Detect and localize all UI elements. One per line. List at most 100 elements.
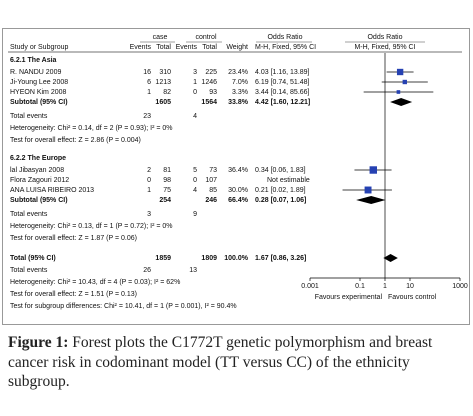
study-weight: 3.3% — [232, 89, 248, 96]
overall-effect: Test for overall effect: Z = 1.87 (P = 0… — [10, 235, 137, 242]
study-events: 3 — [193, 69, 197, 76]
study-total: 81 — [163, 167, 171, 174]
col-weight: Weight — [226, 44, 248, 51]
study-total: 82 — [163, 89, 171, 96]
study-square — [402, 79, 407, 85]
overall-effect: Test for overall effect: Z = 1.51 (P = 0… — [10, 291, 137, 298]
study-square — [396, 90, 401, 94]
study-square — [369, 166, 378, 174]
col-study: Study or Subgroup — [10, 44, 68, 51]
tick-label: 0.1 — [355, 283, 365, 290]
study-total: 225 — [205, 69, 217, 76]
study-name: Ji-Young Lee 2008 — [10, 79, 68, 86]
study-square — [364, 186, 372, 194]
col-method: M-H, Fixed, 95% CI — [354, 44, 415, 51]
header-case: case — [153, 34, 168, 41]
axis-left-label: Favours experimental — [315, 294, 383, 301]
tick-label: 0.001 — [301, 283, 319, 290]
events-label: Total events — [10, 267, 48, 274]
forest-plot: case control Odds Ratio Odds Ratio Study or … — [2, 28, 470, 325]
study-events: 5 — [193, 167, 197, 174]
caption-label: Figure 1: — [8, 334, 69, 351]
study-ci: 6.19 [0.74, 51.48] — [255, 79, 310, 86]
study-events: 0 — [193, 177, 197, 184]
col-method: M-H, Fixed, 95% CI — [255, 44, 316, 51]
events-control: 13 — [189, 267, 197, 274]
figure-frame — [2, 28, 470, 325]
summary-total: 1605 — [155, 99, 171, 106]
study-ci: 4.03 [1.16, 13.89] — [255, 69, 310, 76]
summary-total: 254 — [159, 197, 171, 204]
study-events: 6 — [147, 79, 151, 86]
events-label: Total events — [10, 113, 48, 120]
tick-label: 10 — [406, 283, 414, 290]
study-total: 107 — [205, 177, 217, 184]
study-ci: 0.34 [0.06, 1.83] — [255, 167, 306, 174]
events-control: 4 — [193, 113, 197, 120]
study-events: 4 — [193, 187, 197, 194]
study-total: 93 — [209, 89, 217, 96]
summary-ci: 1.67 [0.86, 3.26] — [255, 255, 306, 262]
subgroup-differences: Test for subgroup differences: Chi² = 10… — [10, 303, 237, 310]
study-total: 310 — [159, 69, 171, 76]
col-total: Total — [156, 44, 171, 51]
heterogeneity: Heterogeneity: Chi² = 10.43, df = 4 (P =… — [10, 279, 180, 286]
axis-right-label: Favours control — [388, 294, 437, 301]
study-ci: Not estimable — [267, 177, 310, 184]
events-case: 23 — [143, 113, 151, 120]
summary-weight: 66.4% — [228, 197, 249, 204]
summary-label: Subtotal (95% CI) — [10, 197, 68, 204]
group-title: 6.2.2 The Europe — [10, 155, 66, 162]
header-or-plot: Odds Ratio — [367, 34, 402, 41]
summary-diamond — [390, 98, 413, 106]
summary-weight: 100.0% — [224, 255, 249, 262]
summary-total: 1809 — [201, 255, 217, 262]
study-weight: 23.4% — [228, 69, 248, 76]
tick-label: 1 — [383, 283, 387, 290]
group-title: 6.2.1 The Asia — [10, 57, 57, 64]
col-events: Events — [130, 44, 152, 51]
study-total: 98 — [163, 177, 171, 184]
study-total: 1246 — [201, 79, 217, 86]
study-events: 1 — [147, 89, 151, 96]
col-events: Events — [176, 44, 198, 51]
study-name: Flora Zagouri 2012 — [10, 177, 69, 184]
events-control: 9 — [193, 211, 197, 218]
study-events: 0 — [193, 89, 197, 96]
tick-label: 1000 — [452, 283, 468, 290]
study-name: R. NANDU 2009 — [10, 69, 61, 76]
summary-total: 1859 — [155, 255, 171, 262]
study-events: 0 — [147, 177, 151, 184]
study-total: 85 — [209, 187, 217, 194]
caption: Figure 1: Forest plots the C1772T geneti… — [8, 333, 466, 392]
summary-label: Subtotal (95% CI) — [10, 99, 68, 106]
study-name: HYEON Kim 2008 — [10, 89, 67, 96]
study-weight: 30.0% — [228, 187, 248, 194]
heterogeneity: Heterogeneity: Chi² = 0.14, df = 2 (P = … — [10, 125, 173, 132]
events-case: 3 — [147, 211, 151, 218]
summary-ci: 0.28 [0.07, 1.06] — [255, 197, 306, 204]
events-label: Total events — [10, 211, 48, 218]
study-events: 16 — [143, 69, 151, 76]
heterogeneity: Heterogeneity: Chi² = 0.13, df = 1 (P = … — [10, 223, 173, 230]
overall-effect: Test for overall effect: Z = 2.86 (P = 0… — [10, 137, 141, 144]
study-ci: 3.44 [0.14, 85.66] — [255, 89, 310, 96]
study-name: ANA LUISA RIBEIRO 2013 — [10, 187, 94, 194]
study-total: 75 — [163, 187, 171, 194]
study-name: lal Jibasyan 2008 — [10, 167, 64, 174]
summary-weight: 33.8% — [228, 99, 249, 106]
summary-diamond — [383, 254, 398, 262]
study-weight: 7.0% — [232, 79, 248, 86]
header-or-text: Odds Ratio — [267, 34, 302, 41]
col-total: Total — [202, 44, 217, 51]
study-events: 1 — [147, 187, 151, 194]
summary-diamond — [356, 196, 386, 204]
study-events: 1 — [193, 79, 197, 86]
summary-label: Total (95% CI) — [10, 255, 56, 262]
study-square — [396, 68, 404, 76]
header-control: control — [195, 34, 216, 41]
study-events: 2 — [147, 167, 151, 174]
summary-ci: 4.42 [1.60, 12.21] — [255, 99, 310, 106]
summary-total: 1564 — [201, 99, 217, 106]
